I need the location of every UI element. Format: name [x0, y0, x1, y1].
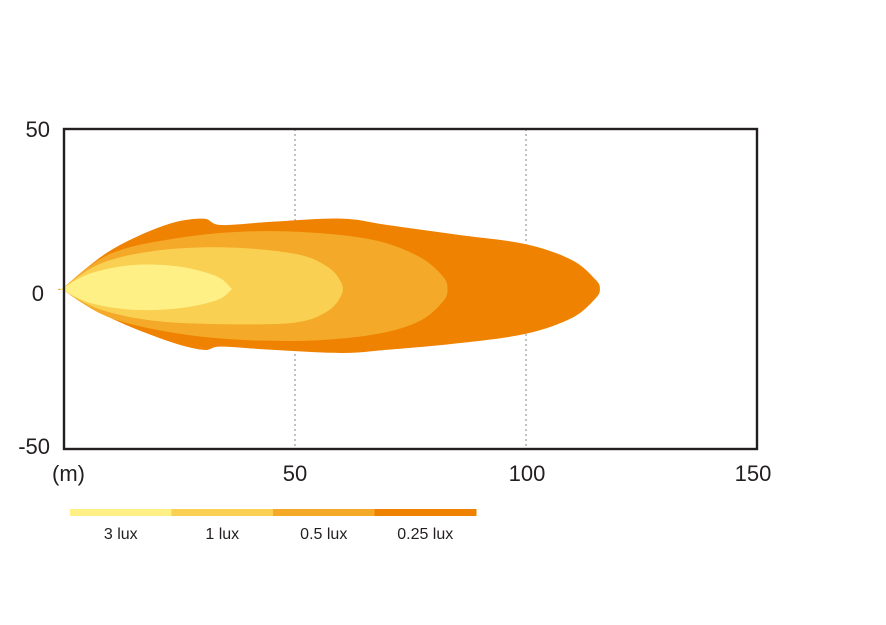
legend-swatch-4 — [374, 509, 477, 516]
legend-swatch-2 — [171, 509, 274, 516]
legend-swatch-3 — [273, 509, 375, 516]
illuminance-zones — [58, 218, 600, 353]
zone-3-lux — [60, 264, 233, 311]
legend-label-2: 1 lux — [205, 526, 239, 543]
plot-frame — [62, 127, 759, 451]
y-tick-label-bottom: -50 — [18, 434, 50, 459]
y-tick-label-top: 50 — [26, 117, 50, 142]
legend-label-4: 0.25 lux — [397, 526, 453, 543]
legend: 3 lux 1 lux 0.5 lux 0.25 lux — [70, 509, 477, 543]
y-tick-label-middle: 0 — [32, 281, 44, 306]
x-axis-label: (m) — [52, 461, 85, 486]
legend-label-3: 0.5 lux — [300, 526, 347, 543]
x-tick-label-50: 50 — [283, 461, 307, 486]
legend-label-1: 3 lux — [104, 526, 138, 543]
x-tick-label-100: 100 — [509, 461, 546, 486]
legend-swatch-1 — [70, 509, 172, 516]
x-tick-label-150: 150 — [735, 461, 772, 486]
